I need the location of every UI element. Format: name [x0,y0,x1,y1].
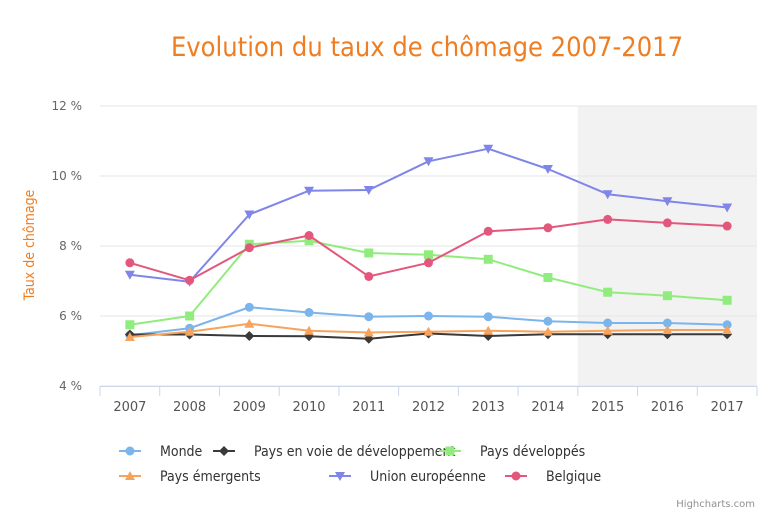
legend-marker [125,471,135,480]
data-point [244,210,255,220]
y-tick-label: 10 % [52,169,83,183]
data-point [483,325,494,335]
data-point [424,258,433,268]
y-tick-label: 8 % [59,239,82,253]
legend-item[interactable]: Monde [119,444,203,460]
data-point [602,190,613,200]
data-point [124,332,135,341]
data-point [244,302,254,312]
data-point [304,308,314,317]
y-axis-title: Taux de chômage [22,189,38,301]
legend-item[interactable]: Belgique [505,469,601,485]
y-tick-label: 4 % [59,379,82,393]
data-point [602,325,613,335]
data-point [543,223,553,233]
legend-label: Pays développés [480,444,585,460]
legend-item[interactable]: Pays en voie de développement [213,444,455,460]
credits[interactable]: Highcharts.com [676,499,755,510]
legend-label: Pays émergents [160,469,261,485]
data-point [244,318,255,328]
data-point [722,221,732,231]
y-axis: 4 % 6 % 8 % 10 % 12 % [52,99,83,393]
data-point [722,295,732,305]
data-point [543,273,553,282]
legend-label: Union européenne [370,469,486,485]
x-tick-label: 2009 [233,400,266,415]
legend-item[interactable]: Union européenne [329,469,486,485]
data-point [662,291,672,301]
x-tick-label: 2012 [412,400,445,415]
data-point [124,270,135,280]
data-point [483,254,493,264]
legend-item[interactable]: Pays émergents [119,469,261,485]
data-point [483,144,494,154]
legend-marker [511,471,521,481]
data-point [424,250,433,260]
data-point [543,316,553,326]
legend-marker [125,446,135,456]
x-tick-label: 2013 [472,400,505,415]
legend-label: Pays en voie de développement [254,444,455,460]
series-2[interactable] [125,236,732,330]
data-point [244,330,255,341]
data-point [423,157,434,167]
data-point [662,318,672,328]
x-tick-label: 2011 [352,400,385,415]
data-point [662,197,673,207]
data-point [722,320,732,330]
data-point [542,326,553,336]
data-point [662,325,673,334]
data-point [125,258,135,268]
data-point [424,311,433,321]
x-tick-label: 2017 [711,400,744,415]
data-point [363,186,374,195]
series-lines [124,144,733,344]
legend-label: Belgique [546,469,601,485]
data-point [363,327,374,337]
data-point [185,275,195,285]
data-point [364,312,374,322]
data-point [423,326,434,336]
data-point [662,218,672,228]
data-point [184,326,195,336]
y-tick-label: 12 % [52,99,83,113]
data-point [185,311,195,321]
data-point [603,318,613,328]
legend-item[interactable]: Pays développés [439,444,585,460]
data-point [603,287,613,297]
data-point [304,231,314,240]
data-point [603,214,613,224]
data-point [483,312,493,322]
legend-marker [219,446,229,456]
data-point [304,236,314,246]
data-point [722,203,733,213]
data-point [304,325,315,335]
data-point [125,320,135,330]
x-tick-label: 2007 [113,400,146,415]
data-point [483,226,493,236]
legend-marker [445,446,455,456]
chart-title: Evolution du taux de chômage 2007-2017 [171,32,683,63]
x-tick-label: 2015 [591,400,624,415]
data-point [722,325,733,334]
legend-marker [335,472,345,481]
legend: Monde Pays en voie de développement Pays d… [119,444,601,485]
data-point [542,165,553,174]
legend-label: Monde [160,444,203,460]
x-tick-label: 2010 [292,400,325,415]
y-tick-label: 6 % [59,309,82,323]
series-5[interactable] [125,214,732,285]
series-3[interactable] [124,318,733,341]
x-tick-label: 2008 [173,400,206,415]
x-axis: 2007 2008 2009 2010 2011 2012 2013 2014 2015 2016… [99,386,758,415]
data-point [244,243,254,253]
x-tick-label: 2014 [531,400,564,415]
data-point [364,271,374,281]
data-point [364,248,374,258]
x-tick-label: 2016 [651,400,684,415]
data-point [304,186,315,196]
